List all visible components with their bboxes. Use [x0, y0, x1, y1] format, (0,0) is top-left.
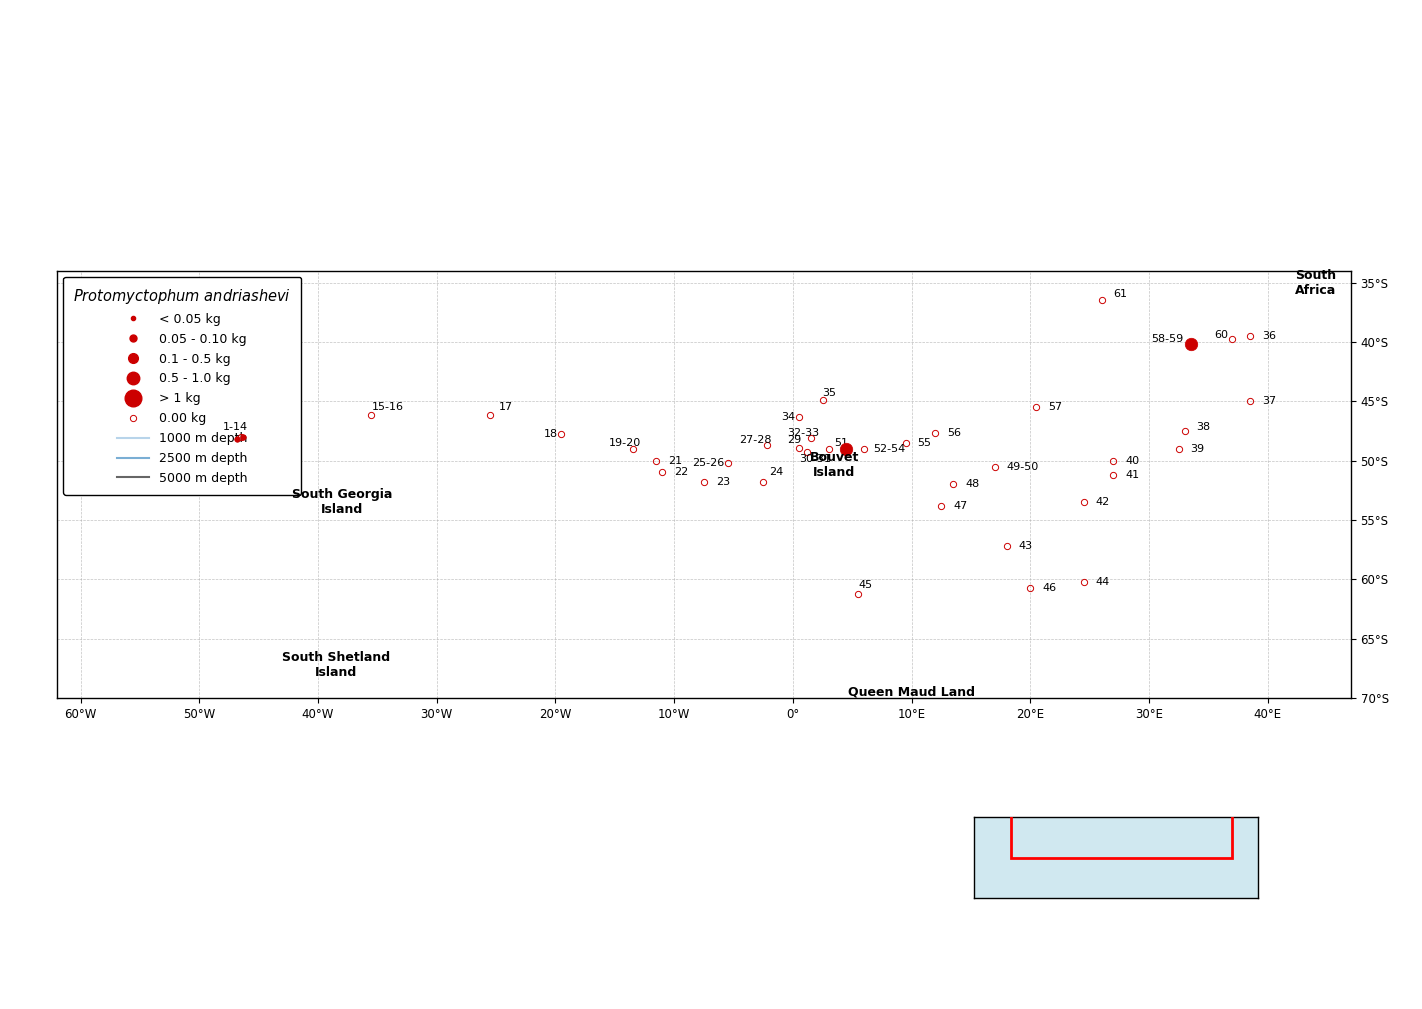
- Text: 48: 48: [966, 479, 980, 489]
- Text: 45: 45: [859, 580, 872, 590]
- Text: 37: 37: [1261, 397, 1276, 407]
- Text: 51: 51: [835, 438, 849, 448]
- Text: 34: 34: [781, 412, 795, 422]
- Bar: [1011, 785, 1231, 858]
- Text: 56: 56: [947, 428, 961, 438]
- Text: 27-28: 27-28: [739, 436, 772, 445]
- Text: 57: 57: [1048, 403, 1062, 412]
- Text: 47: 47: [953, 500, 967, 511]
- Text: South Shetland
Island: South Shetland Island: [282, 651, 390, 679]
- Text: 46: 46: [1042, 582, 1057, 592]
- Text: 52-54: 52-54: [873, 444, 906, 454]
- Text: 19-20: 19-20: [609, 438, 641, 448]
- Text: 32-33: 32-33: [786, 428, 819, 438]
- Text: 58-59: 58-59: [1152, 335, 1183, 344]
- Text: Bouvet
Island: Bouvet Island: [809, 451, 859, 479]
- Text: 29: 29: [786, 436, 801, 445]
- Text: 41: 41: [1125, 470, 1139, 480]
- Text: South
Africa: South Africa: [1294, 268, 1335, 297]
- Text: 30-31: 30-31: [799, 454, 830, 464]
- Text: 24: 24: [769, 467, 784, 477]
- Text: 1-14: 1-14: [223, 423, 249, 432]
- Text: 44: 44: [1096, 577, 1111, 586]
- Text: 42: 42: [1096, 497, 1111, 508]
- Text: 18: 18: [543, 430, 557, 440]
- Text: 25-26: 25-26: [693, 458, 724, 468]
- Text: 23: 23: [715, 477, 729, 487]
- Text: 61: 61: [1113, 290, 1128, 300]
- Text: 36: 36: [1261, 331, 1276, 341]
- Text: 40: 40: [1125, 456, 1139, 465]
- Text: 21: 21: [668, 456, 683, 465]
- Text: Queen Maud Land: Queen Maud Land: [848, 685, 975, 698]
- Text: 22: 22: [674, 467, 688, 477]
- Text: 17: 17: [499, 403, 513, 412]
- Text: 43: 43: [1018, 541, 1032, 551]
- Text: 35: 35: [822, 387, 836, 398]
- Text: South Georgia
Island: South Georgia Island: [292, 488, 392, 517]
- Legend: < 0.05 kg, 0.05 - 0.10 kg, 0.1 - 0.5 kg, 0.5 - 1.0 kg, > 1 kg, 0.00 kg, 1000 m d: < 0.05 kg, 0.05 - 0.10 kg, 0.1 - 0.5 kg,…: [63, 276, 301, 494]
- Text: 55: 55: [917, 438, 931, 448]
- Text: 49-50: 49-50: [1007, 461, 1039, 471]
- Text: 15-16: 15-16: [371, 403, 404, 412]
- Text: 38: 38: [1196, 423, 1210, 432]
- Text: 60: 60: [1214, 330, 1229, 340]
- Text: 39: 39: [1190, 444, 1204, 454]
